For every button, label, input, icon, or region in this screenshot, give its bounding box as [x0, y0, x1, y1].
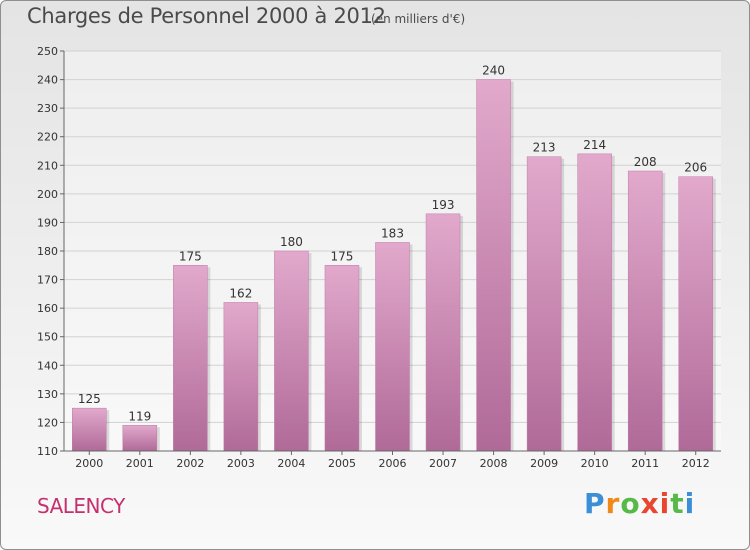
- bar: [274, 250, 309, 452]
- x-tick-label: 2000: [75, 457, 103, 470]
- y-tick-label: 220: [37, 131, 58, 144]
- x-tick-label: 2009: [530, 457, 558, 470]
- bar-value-label: 213: [533, 141, 556, 155]
- bar: [577, 153, 612, 452]
- x-tick-label: 2012: [682, 457, 710, 470]
- brand-letter: i: [659, 487, 671, 520]
- x-tick-label: 2002: [176, 457, 204, 470]
- bar: [173, 265, 208, 452]
- bar-value-label: 162: [229, 286, 252, 300]
- x-tick-label: 2005: [328, 457, 356, 470]
- bar-value-label: 125: [78, 392, 101, 406]
- y-tick-label: 250: [37, 45, 58, 58]
- brand-letter: t: [670, 487, 685, 520]
- x-tick-label: 2001: [126, 457, 154, 470]
- brand-letter: r: [605, 487, 621, 520]
- x-tick-label: 2006: [379, 457, 407, 470]
- bar-value-label: 119: [128, 409, 151, 423]
- y-tick-label: 160: [37, 302, 58, 315]
- proxiti-logo: Proxiti: [584, 487, 695, 520]
- x-tick-label: 2011: [631, 457, 659, 470]
- x-tick-label: 2004: [277, 457, 305, 470]
- bar: [375, 242, 410, 452]
- chart-title: Charges de Personnel 2000 à 2012: [27, 4, 386, 28]
- bar-value-label: 175: [179, 249, 202, 263]
- y-tick-label: 180: [37, 245, 58, 258]
- y-tick-label: 210: [37, 159, 58, 172]
- brand-letter: P: [584, 487, 606, 520]
- bar-value-label: 208: [634, 155, 657, 169]
- town-name: SALENCY: [37, 494, 125, 518]
- bar: [324, 265, 360, 452]
- axes: 110 120 130 140 150 160 170 180 190 200 210 220 230 2…: [37, 45, 721, 470]
- bar: [678, 176, 713, 452]
- bar-value-label: 214: [583, 138, 606, 152]
- bar: [223, 302, 259, 452]
- bar: [526, 156, 562, 452]
- y-tick-label: 150: [37, 331, 58, 344]
- bars: 125 119 175 162 180 175 183 193 240 213 214 208 206: [72, 64, 716, 452]
- x-tick-label: 2010: [581, 457, 609, 470]
- bar: [122, 425, 158, 452]
- bar-value-label: 240: [482, 64, 505, 78]
- x-tick-label: 2003: [227, 457, 255, 470]
- y-tick-label: 200: [37, 188, 58, 201]
- bar-value-label: 183: [381, 226, 404, 240]
- bar-value-label: 175: [331, 249, 354, 263]
- y-tick-label: 170: [37, 274, 58, 287]
- y-tick-label: 110: [37, 445, 58, 458]
- brand-letter: o: [620, 487, 641, 520]
- y-tick-label: 240: [37, 74, 58, 87]
- y-tick-label: 130: [37, 388, 58, 401]
- brand-letter: x: [640, 487, 660, 520]
- bar: [72, 407, 107, 452]
- y-tick-label: 230: [37, 102, 58, 115]
- y-tick-label: 190: [37, 216, 58, 229]
- bar: [425, 213, 461, 452]
- brand-letter: i: [684, 487, 696, 520]
- bar-value-label: 206: [684, 161, 707, 175]
- bar-value-label: 193: [432, 198, 455, 212]
- chart-subtitle: (en milliers d'€): [371, 12, 466, 26]
- x-tick-label: 2007: [429, 457, 457, 470]
- y-tick-label: 120: [37, 416, 58, 429]
- bar: [627, 170, 663, 452]
- bar: [476, 79, 511, 452]
- bar-value-label: 180: [280, 235, 303, 249]
- x-tick-label: 2008: [480, 457, 508, 470]
- y-tick-label: 140: [37, 359, 58, 372]
